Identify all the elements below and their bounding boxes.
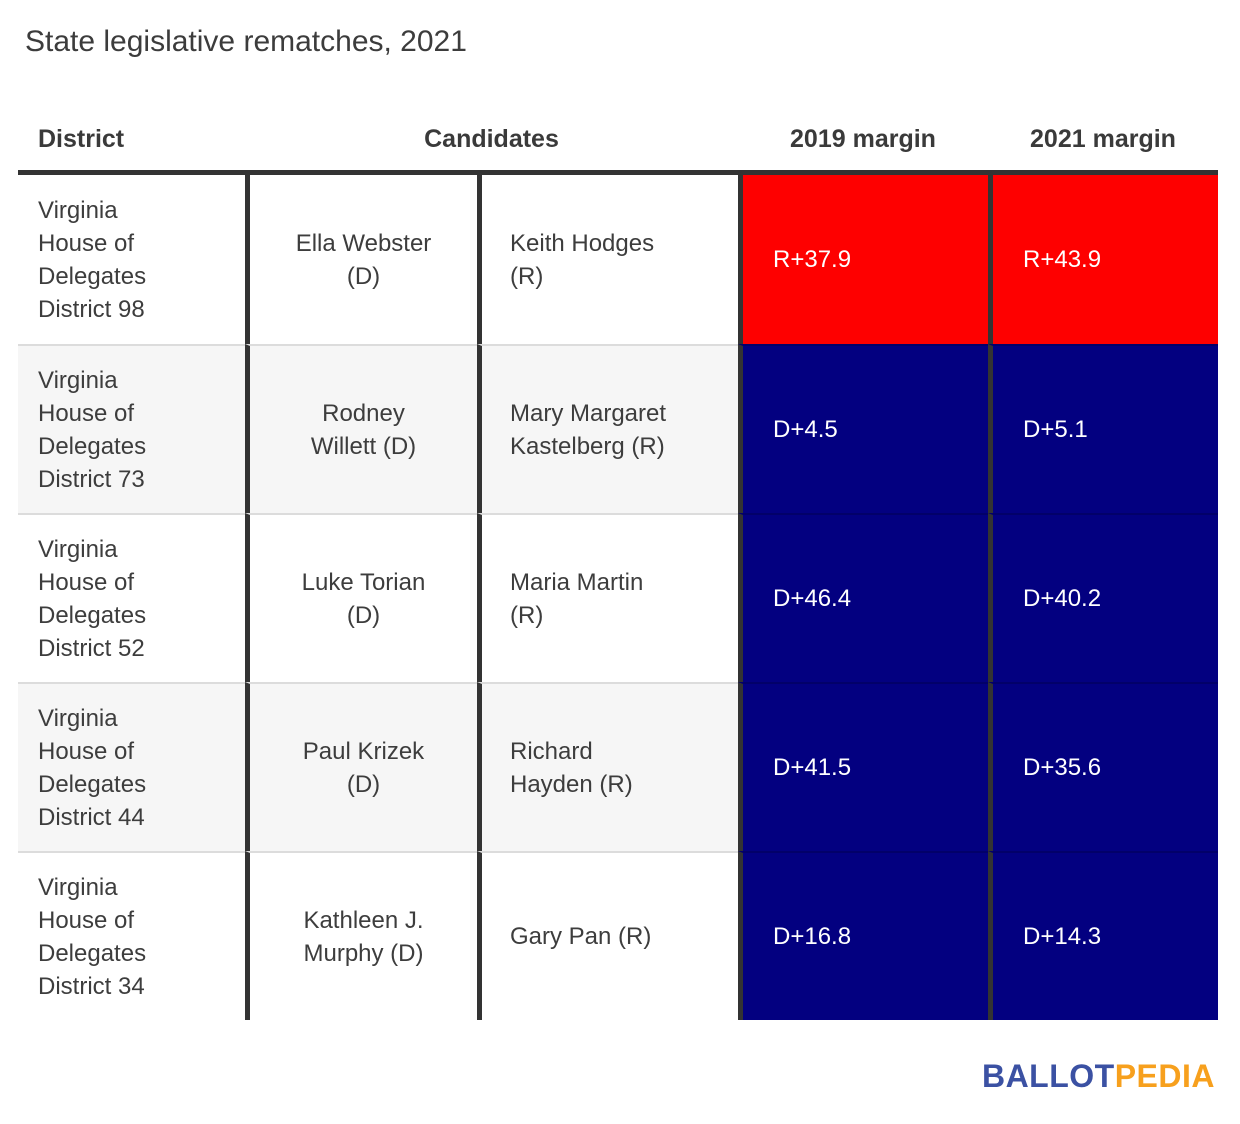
page-title: State legislative rematches, 2021 <box>25 25 467 58</box>
democratic-candidate-cell: Paul Krizek (D) <box>245 682 477 851</box>
margin-2019-cell: D+16.8 <box>738 851 988 1020</box>
democratic-candidate-cell: Luke Torian (D) <box>245 513 477 682</box>
margin-2019-cell: D+46.4 <box>738 513 988 682</box>
democratic-candidate-cell: Rodney Willett (D) <box>245 344 477 513</box>
democratic-candidate-cell: Kathleen J. Murphy (D) <box>245 851 477 1020</box>
table-header-row: District Candidates 2019 margin 2021 mar… <box>18 108 1218 170</box>
republican-candidate-cell: Richard Hayden (R) <box>477 682 738 851</box>
margin-2019-cell: D+41.5 <box>738 682 988 851</box>
margin-2021-cell: R+43.9 <box>988 175 1218 344</box>
table-row: Virginia House of Delegates District 98 … <box>18 175 1218 344</box>
margin-2021-cell: D+35.6 <box>988 682 1218 851</box>
margin-2021-cell: D+14.3 <box>988 851 1218 1020</box>
republican-candidate-cell: Maria Martin (R) <box>477 513 738 682</box>
margin-2019-cell: D+4.5 <box>738 344 988 513</box>
header-district: District <box>38 124 125 153</box>
district-cell: Virginia House of Delegates District 44 <box>18 682 245 851</box>
district-cell: Virginia House of Delegates District 73 <box>18 344 245 513</box>
table-row: Virginia House of Delegates District 52 … <box>18 513 1218 682</box>
table-row: Virginia House of Delegates District 73 … <box>18 344 1218 513</box>
margin-2021-cell: D+40.2 <box>988 513 1218 682</box>
republican-candidate-cell: Mary Margaret Kastelberg (R) <box>477 344 738 513</box>
rematches-table: District Candidates 2019 margin 2021 mar… <box>18 108 1218 1020</box>
district-cell: Virginia House of Delegates District 34 <box>18 851 245 1020</box>
table-row: Virginia House of Delegates District 44 … <box>18 682 1218 851</box>
table-body: Virginia House of Delegates District 98 … <box>18 170 1218 1020</box>
district-cell: Virginia House of Delegates District 52 <box>18 513 245 682</box>
republican-candidate-cell: Gary Pan (R) <box>477 851 738 1020</box>
democratic-candidate-cell: Ella Webster (D) <box>245 175 477 344</box>
header-2019-margin: 2019 margin <box>790 124 936 153</box>
ballotpedia-logo: BALLOTPEDIA <box>982 1058 1215 1095</box>
logo-ballot-text: BALLOT <box>981 1058 1115 1094</box>
margin-2021-cell: D+5.1 <box>988 344 1218 513</box>
table-row: Virginia House of Delegates District 34 … <box>18 851 1218 1020</box>
header-2021-margin: 2021 margin <box>1030 124 1176 153</box>
republican-candidate-cell: Keith Hodges (R) <box>477 175 738 344</box>
logo-pedia-text: PEDIA <box>1114 1058 1215 1094</box>
district-cell: Virginia House of Delegates District 98 <box>38 196 147 323</box>
header-candidates: Candidates <box>424 124 559 153</box>
margin-2019-cell: R+37.9 <box>738 175 988 344</box>
